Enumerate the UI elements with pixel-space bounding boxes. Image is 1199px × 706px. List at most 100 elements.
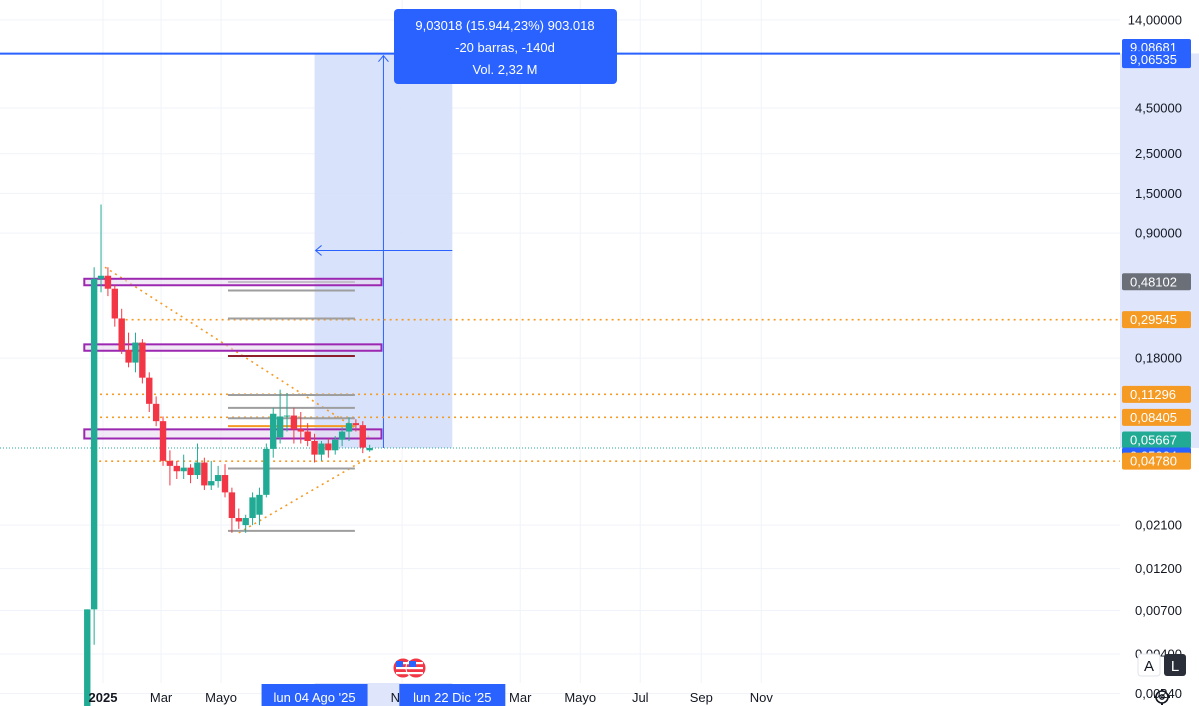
candle[interactable] [90,267,98,645]
candle-body [132,342,139,363]
candle[interactable] [352,419,360,432]
candles[interactable] [84,204,373,706]
time-tick-label: 2025 [89,690,118,705]
candle[interactable] [187,464,194,484]
candle-body [180,467,187,472]
candle[interactable] [256,487,263,526]
candle-body [214,475,222,482]
candle-body [276,416,284,438]
time-axis[interactable]: 2025MarMayoNovMarMayoJulSepNovlun 04 Ago… [0,683,1199,706]
candle[interactable] [132,332,139,373]
resistance-zone[interactable] [83,343,383,352]
candle[interactable] [84,609,91,706]
candle-body [166,460,174,466]
price-label: 0,05667 [1122,431,1191,449]
price-label: 0,11296 [1122,385,1191,403]
candle-body [201,462,208,486]
chart-controls[interactable]: A L [392,653,1186,705]
candle[interactable] [152,396,160,427]
candle[interactable] [111,285,119,327]
resistance-zones[interactable] [83,277,383,440]
candle[interactable] [249,492,256,526]
candle[interactable] [208,460,215,490]
candle[interactable] [263,443,270,498]
candle[interactable] [325,438,332,458]
auto-scale-button[interactable]: A [1137,653,1161,677]
candle[interactable] [228,487,236,533]
time-tick-label: Nov [750,690,774,705]
measure-info-bg [394,9,617,84]
time-tick-label: Mayo [564,690,596,705]
price-label-text: 9,06535 [1130,52,1177,67]
candle-body [283,415,291,417]
resistance-zone[interactable] [83,277,383,287]
candle[interactable] [366,444,373,452]
price-axis-labels: 9,086819,065350,481020,295450,112960,084… [1122,38,1191,470]
candle[interactable] [194,443,201,480]
horizontal-levels[interactable] [0,52,1120,462]
us-flag-icon[interactable] [392,657,427,679]
candle[interactable] [297,412,304,444]
candle[interactable] [283,392,291,432]
gear-icon[interactable] [1154,689,1170,705]
candle[interactable] [104,267,112,297]
price-tick-label: 0,01200 [1135,561,1182,576]
candle[interactable] [146,372,153,413]
price-tick-label: 0,18000 [1135,351,1182,366]
candle[interactable] [97,204,105,293]
candle[interactable] [214,465,222,488]
candle-body [256,494,263,515]
candle-body [235,518,242,522]
candle[interactable] [311,433,318,463]
candle[interactable] [338,427,346,447]
candle[interactable] [173,460,180,480]
candle-body [84,609,91,706]
trendline[interactable] [104,266,371,438]
candle[interactable] [139,339,146,384]
price-label-text: 0,48102 [1130,274,1177,289]
candle[interactable] [201,457,208,490]
candle[interactable] [242,514,249,533]
time-label-text: lun 22 Dic '25 [413,690,491,705]
candle[interactable] [166,450,174,486]
price-tick-label: 1,50000 [1135,186,1182,201]
candle[interactable] [290,407,298,444]
candle[interactable] [235,508,242,529]
trendlines[interactable] [104,266,375,534]
trendline[interactable] [238,453,375,534]
candle-body [345,423,353,432]
candle-body [111,288,119,319]
candle-body [249,497,256,519]
candle[interactable] [125,332,132,368]
price-label-text: 0,11296 [1130,387,1176,402]
price-label-text: 0,08405 [1130,410,1177,425]
candle-body [242,518,249,526]
candle[interactable] [276,389,284,444]
log-scale-button[interactable]: L [1164,654,1186,676]
time-label-text: lun 04 Ago '25 [274,690,356,705]
candle-body [221,475,229,493]
price-label-bg [1122,431,1191,449]
candle[interactable] [345,417,353,441]
candle[interactable] [270,407,277,458]
candle-body [118,318,125,350]
candle[interactable] [180,454,187,480]
price-label-bg [1122,452,1191,470]
candle-body [187,467,194,476]
candle-body [208,481,215,486]
candle-body [173,465,180,472]
measure-info-box: 9,03018 (15.944,23%) 903.018 -20 barras,… [394,9,617,84]
candle[interactable] [221,464,229,498]
resistance-zone[interactable] [83,428,383,440]
price-label-text: 0,29545 [1130,312,1177,327]
candle[interactable] [118,308,125,354]
projection-tool[interactable] [314,53,453,448]
candle[interactable] [159,416,167,466]
candle[interactable] [304,423,311,447]
candle[interactable] [332,436,339,455]
price-axis[interactable]: 40,0000014,0000024,000009,000004,500002,… [1128,0,1182,701]
candle-body [332,439,339,451]
candle[interactable] [359,421,366,454]
candle[interactable] [318,440,325,461]
